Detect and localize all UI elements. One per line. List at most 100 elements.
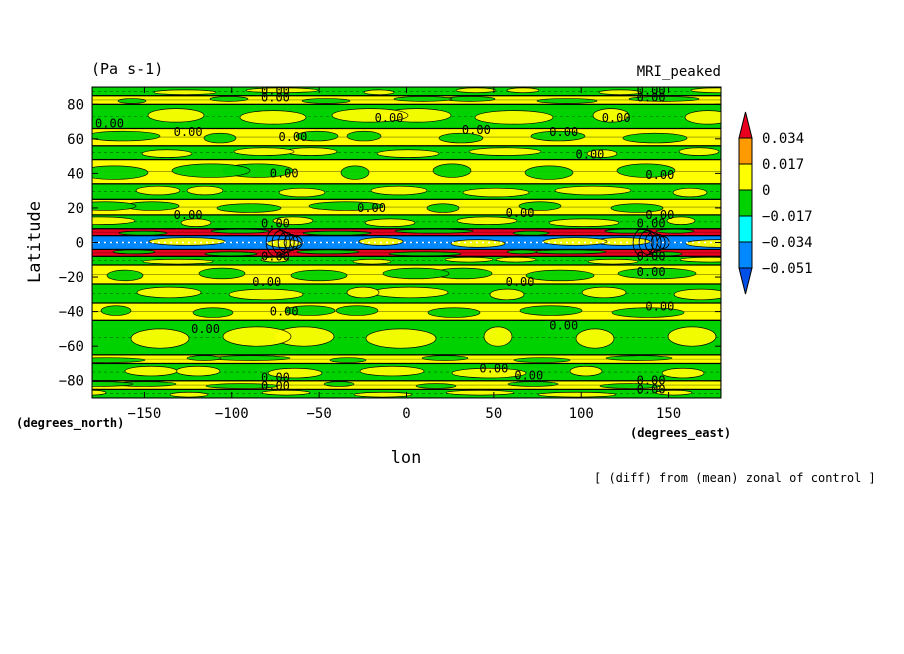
- contour-patch: [513, 357, 571, 363]
- contour-patch: [468, 147, 542, 156]
- contour-patch: [329, 357, 367, 363]
- contour-patch: [370, 185, 428, 196]
- contour-patch: [92, 130, 161, 142]
- contour-patch: [100, 305, 132, 316]
- contour-patch: [474, 110, 554, 125]
- contour-patch: [308, 201, 384, 211]
- contour-patch: [495, 256, 537, 263]
- contour-patch: [323, 381, 355, 387]
- contour-patch: [518, 201, 562, 211]
- contour-patch: [678, 147, 720, 156]
- contour-patch: [335, 305, 379, 316]
- contour-patch: [92, 201, 137, 211]
- contour-patch: [655, 389, 693, 396]
- contour-patch: [438, 132, 484, 144]
- contour-patch: [506, 249, 538, 255]
- contour-patch: [359, 365, 425, 377]
- contour-patch: [112, 249, 156, 255]
- contour-patch: [92, 381, 134, 387]
- contour-patch: [489, 288, 525, 301]
- contour-patch: [456, 216, 518, 225]
- contour-label: 0.00: [637, 216, 666, 230]
- contour-patch: [655, 228, 695, 234]
- contour-label: 0.00: [261, 83, 290, 97]
- contour-patch: [592, 108, 630, 123]
- contour-patch: [382, 267, 450, 280]
- colorbar-label: −0.017: [762, 209, 813, 225]
- x-tick-label: −100: [215, 406, 249, 422]
- contour-patch: [290, 269, 348, 282]
- contour-patch: [462, 187, 530, 198]
- contour-patch: [667, 326, 717, 347]
- chart-title: MRI_peaked: [637, 64, 721, 80]
- contour-patch: [427, 307, 481, 318]
- colorbar-segment: [738, 111, 753, 139]
- contour-patch: [92, 357, 146, 363]
- contour-patch: [192, 307, 234, 318]
- contour-patch: [628, 96, 700, 102]
- contour-patch: [394, 228, 474, 234]
- y-tick-label: 60: [67, 132, 84, 148]
- contour-label: 0.00: [645, 208, 674, 222]
- contour-patch: [239, 110, 307, 125]
- contour-patch: [611, 307, 685, 318]
- contour-patch: [92, 389, 107, 396]
- contour-patch: [363, 89, 395, 96]
- contour-patch: [205, 383, 279, 389]
- contour-patch: [444, 256, 494, 263]
- contour-patch: [141, 149, 193, 158]
- colorbar-segment: [738, 241, 753, 269]
- contour-label: 0.00: [252, 275, 281, 289]
- contour-patch: [483, 326, 513, 347]
- contour-patch: [587, 258, 639, 265]
- contour-patch: [451, 367, 527, 379]
- contour-patch: [569, 365, 603, 377]
- contour-patch: [525, 269, 595, 282]
- contour-patch: [228, 288, 304, 301]
- contour-patch: [169, 391, 209, 398]
- contour-label: 0.00: [645, 168, 674, 182]
- contour-patch: [142, 258, 214, 265]
- contour-patch: [581, 286, 627, 299]
- contour-patch: [92, 165, 149, 180]
- contour-patch: [548, 218, 620, 227]
- contour-patch: [204, 251, 258, 257]
- contour-patch: [180, 218, 212, 227]
- contour-label: 0.00: [270, 305, 299, 319]
- contour-patch: [211, 355, 291, 361]
- contour-label: 0.00: [174, 125, 203, 139]
- contour-label: 0.00: [549, 125, 578, 139]
- contour-label: 0.00: [637, 265, 666, 279]
- colorbar-segment: [738, 215, 753, 243]
- contour-patch: [537, 391, 617, 398]
- colorbar-segment: [738, 267, 753, 295]
- contour-label: 0.00: [191, 322, 220, 336]
- contour-patch: [673, 288, 721, 301]
- y-axis: −80 −60 −40 −20 0 20 40 60 80: [59, 97, 721, 390]
- contour-patch: [233, 147, 295, 156]
- contour-patch: [371, 286, 449, 299]
- contour-label: 0.00: [645, 299, 674, 313]
- contour-label: 0.00: [95, 116, 124, 130]
- contour-patch: [617, 267, 697, 280]
- contour-patch: [616, 163, 676, 178]
- contour-patch: [530, 130, 586, 142]
- contour-patch: [605, 355, 673, 361]
- x-tick-label: 0: [402, 406, 410, 422]
- contour-label: 0.00: [261, 370, 290, 384]
- contour-patch: [421, 355, 469, 361]
- y-tick-label: 20: [67, 201, 84, 217]
- contour-patch: [284, 305, 336, 316]
- contour-patch: [666, 216, 696, 225]
- contour-labels: 0.000.00 0.000.000.000.00 0.000.000.00 0.00…: [95, 83, 674, 396]
- contour-patch: [171, 163, 251, 178]
- contour-label: 0.00: [261, 216, 290, 230]
- contour-cluster: [283, 234, 299, 251]
- contour-label: 0.00: [637, 374, 666, 388]
- contour-label: 0.00: [261, 249, 290, 263]
- contour-patch: [260, 256, 290, 263]
- contour-patch: [261, 389, 311, 396]
- contour-patch: [554, 185, 632, 196]
- contour-patch: [388, 251, 462, 257]
- x-tick-label: −150: [128, 406, 162, 422]
